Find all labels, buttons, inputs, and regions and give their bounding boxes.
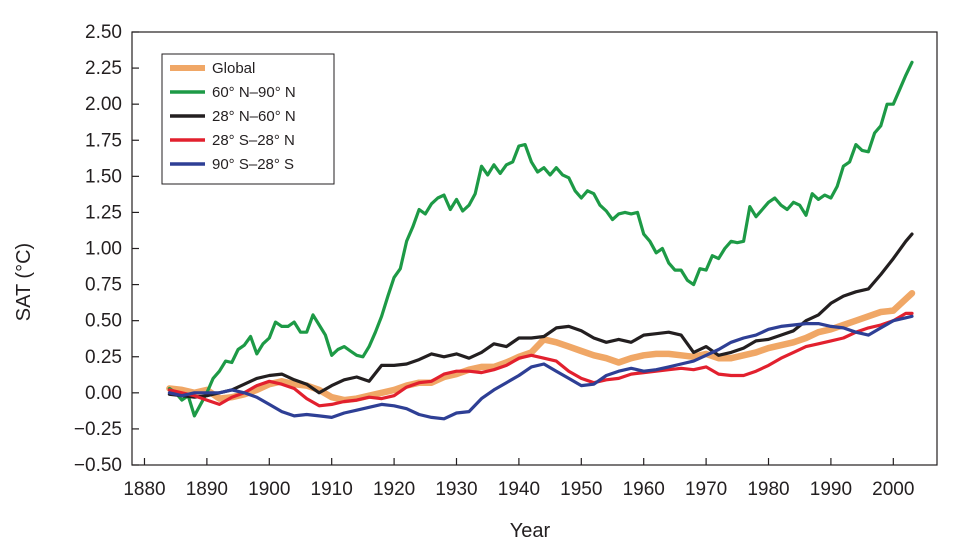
legend-label: 28° S–28° N <box>212 132 295 149</box>
legend-label: Global <box>212 60 255 77</box>
legend-label: 60° N–90° N <box>212 84 296 101</box>
y-tick-label: 0.25 <box>85 347 122 368</box>
legend-label: 90° S–28° S <box>212 156 294 173</box>
y-tick-label: −0.25 <box>74 419 122 440</box>
y-tick-label: 1.75 <box>85 130 122 151</box>
x-tick-label: 1910 <box>311 479 353 500</box>
y-tick-label: 2.00 <box>85 94 122 115</box>
x-tick-label: 2000 <box>872 479 914 500</box>
x-tick-label: 1880 <box>123 479 165 500</box>
x-tick-label: 1980 <box>747 479 789 500</box>
y-tick-label: 1.00 <box>85 239 122 260</box>
y-axis: −0.50 −0.25 0.00 0.25 0.50 0.75 1.00 1.25 1.50 1.… <box>74 22 139 476</box>
x-tick-label: 1940 <box>498 479 540 500</box>
x-tick-label: 1960 <box>623 479 665 500</box>
x-tick-label: 1990 <box>810 479 852 500</box>
legend: Global 60° N–90° N 28° N–60° N 28° S–28° N 9… <box>161 53 335 185</box>
x-tick-label: 1930 <box>435 479 477 500</box>
x-axis: 1880 1890 1900 1910 1920 1930 1940 1950 1960 1970… <box>123 458 914 500</box>
x-tick-label: 1900 <box>248 479 290 500</box>
x-tick-label: 1890 <box>186 479 228 500</box>
series-lines <box>166 60 916 421</box>
series-line-1 <box>166 289 916 404</box>
series-line-3 <box>167 232 914 399</box>
y-tick-label: −0.50 <box>74 455 122 476</box>
x-tick-label: 1920 <box>373 479 415 500</box>
y-tick-label: 1.25 <box>85 202 122 223</box>
x-axis-title: Year <box>510 520 551 542</box>
series-line-5 <box>167 314 914 421</box>
y-tick-label: 0.50 <box>85 311 122 332</box>
series-line-2 <box>167 60 914 418</box>
legend-label: 28° N–60° N <box>212 108 296 125</box>
series-line-4 <box>167 311 914 408</box>
y-tick-label: 0.00 <box>85 383 122 404</box>
y-tick-label: 0.75 <box>85 275 122 296</box>
y-tick-label: 2.50 <box>85 22 122 43</box>
y-axis-title: SAT (°C) <box>13 243 35 321</box>
x-tick-label: 1970 <box>685 479 727 500</box>
x-tick-label: 1950 <box>560 479 602 500</box>
y-tick-label: 2.25 <box>85 58 122 79</box>
y-tick-label: 1.50 <box>85 166 122 187</box>
